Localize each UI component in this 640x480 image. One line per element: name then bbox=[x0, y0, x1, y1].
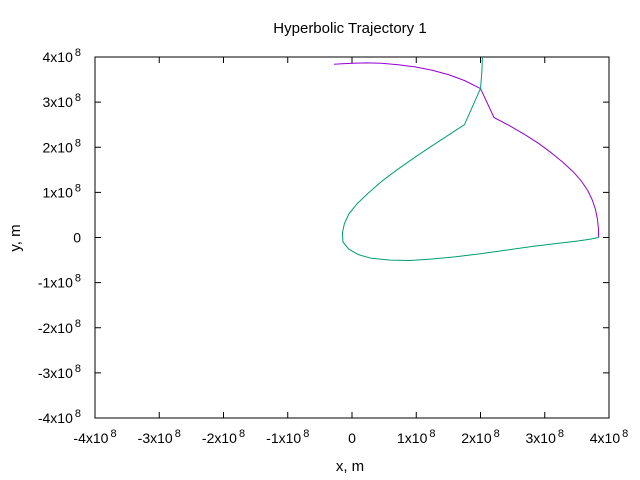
y-tick-label: 4x10 8 bbox=[43, 47, 81, 65]
y-tick-label: -4x10 8 bbox=[38, 408, 81, 426]
plot-frame bbox=[94, 56, 610, 419]
y-tick-label: 2x10 8 bbox=[43, 137, 81, 155]
x-tick-label: -1x10 8 bbox=[266, 428, 309, 446]
chart-title: Hyperbolic Trajectory 1 bbox=[273, 20, 426, 37]
series-line-1 bbox=[333, 62, 600, 238]
y-tick-label: 0 bbox=[73, 230, 81, 246]
y-tick-label: -2x10 8 bbox=[38, 318, 81, 336]
y-tick-label: -1x10 8 bbox=[38, 273, 81, 291]
plot-series bbox=[333, 57, 600, 261]
x-tick-label: 0 bbox=[348, 430, 356, 446]
x-tick-label: -2x10 8 bbox=[202, 428, 245, 446]
x-tick-label: -4x10 8 bbox=[73, 428, 116, 446]
series-line-2 bbox=[341, 57, 599, 261]
x-tick-label: 1x10 8 bbox=[397, 428, 435, 446]
x-tick-label: -3x10 8 bbox=[138, 428, 181, 446]
x-tick-label: 3x10 8 bbox=[526, 428, 564, 446]
x-tick-label: 2x10 8 bbox=[461, 428, 499, 446]
x-tick-label: 4x10 8 bbox=[590, 428, 628, 446]
y-axis-title: y, m bbox=[7, 224, 24, 251]
y-tick-label: 1x10 8 bbox=[43, 182, 81, 200]
x-axis-title: x, m bbox=[336, 458, 364, 475]
y-tick-label: -3x10 8 bbox=[38, 363, 81, 381]
y-axis: 4x10 8 3x10 8 2x10 8 1x10 8 0 -1x10 8 -2x10 8 -3x10 8 -… bbox=[38, 47, 609, 426]
y-tick-label: 3x10 8 bbox=[43, 92, 81, 110]
x-axis: -4x10 8 -3x10 8 -2x10 8 -1x10 8 0 1x10 8 2x10 8 3x10 8… bbox=[73, 57, 628, 446]
